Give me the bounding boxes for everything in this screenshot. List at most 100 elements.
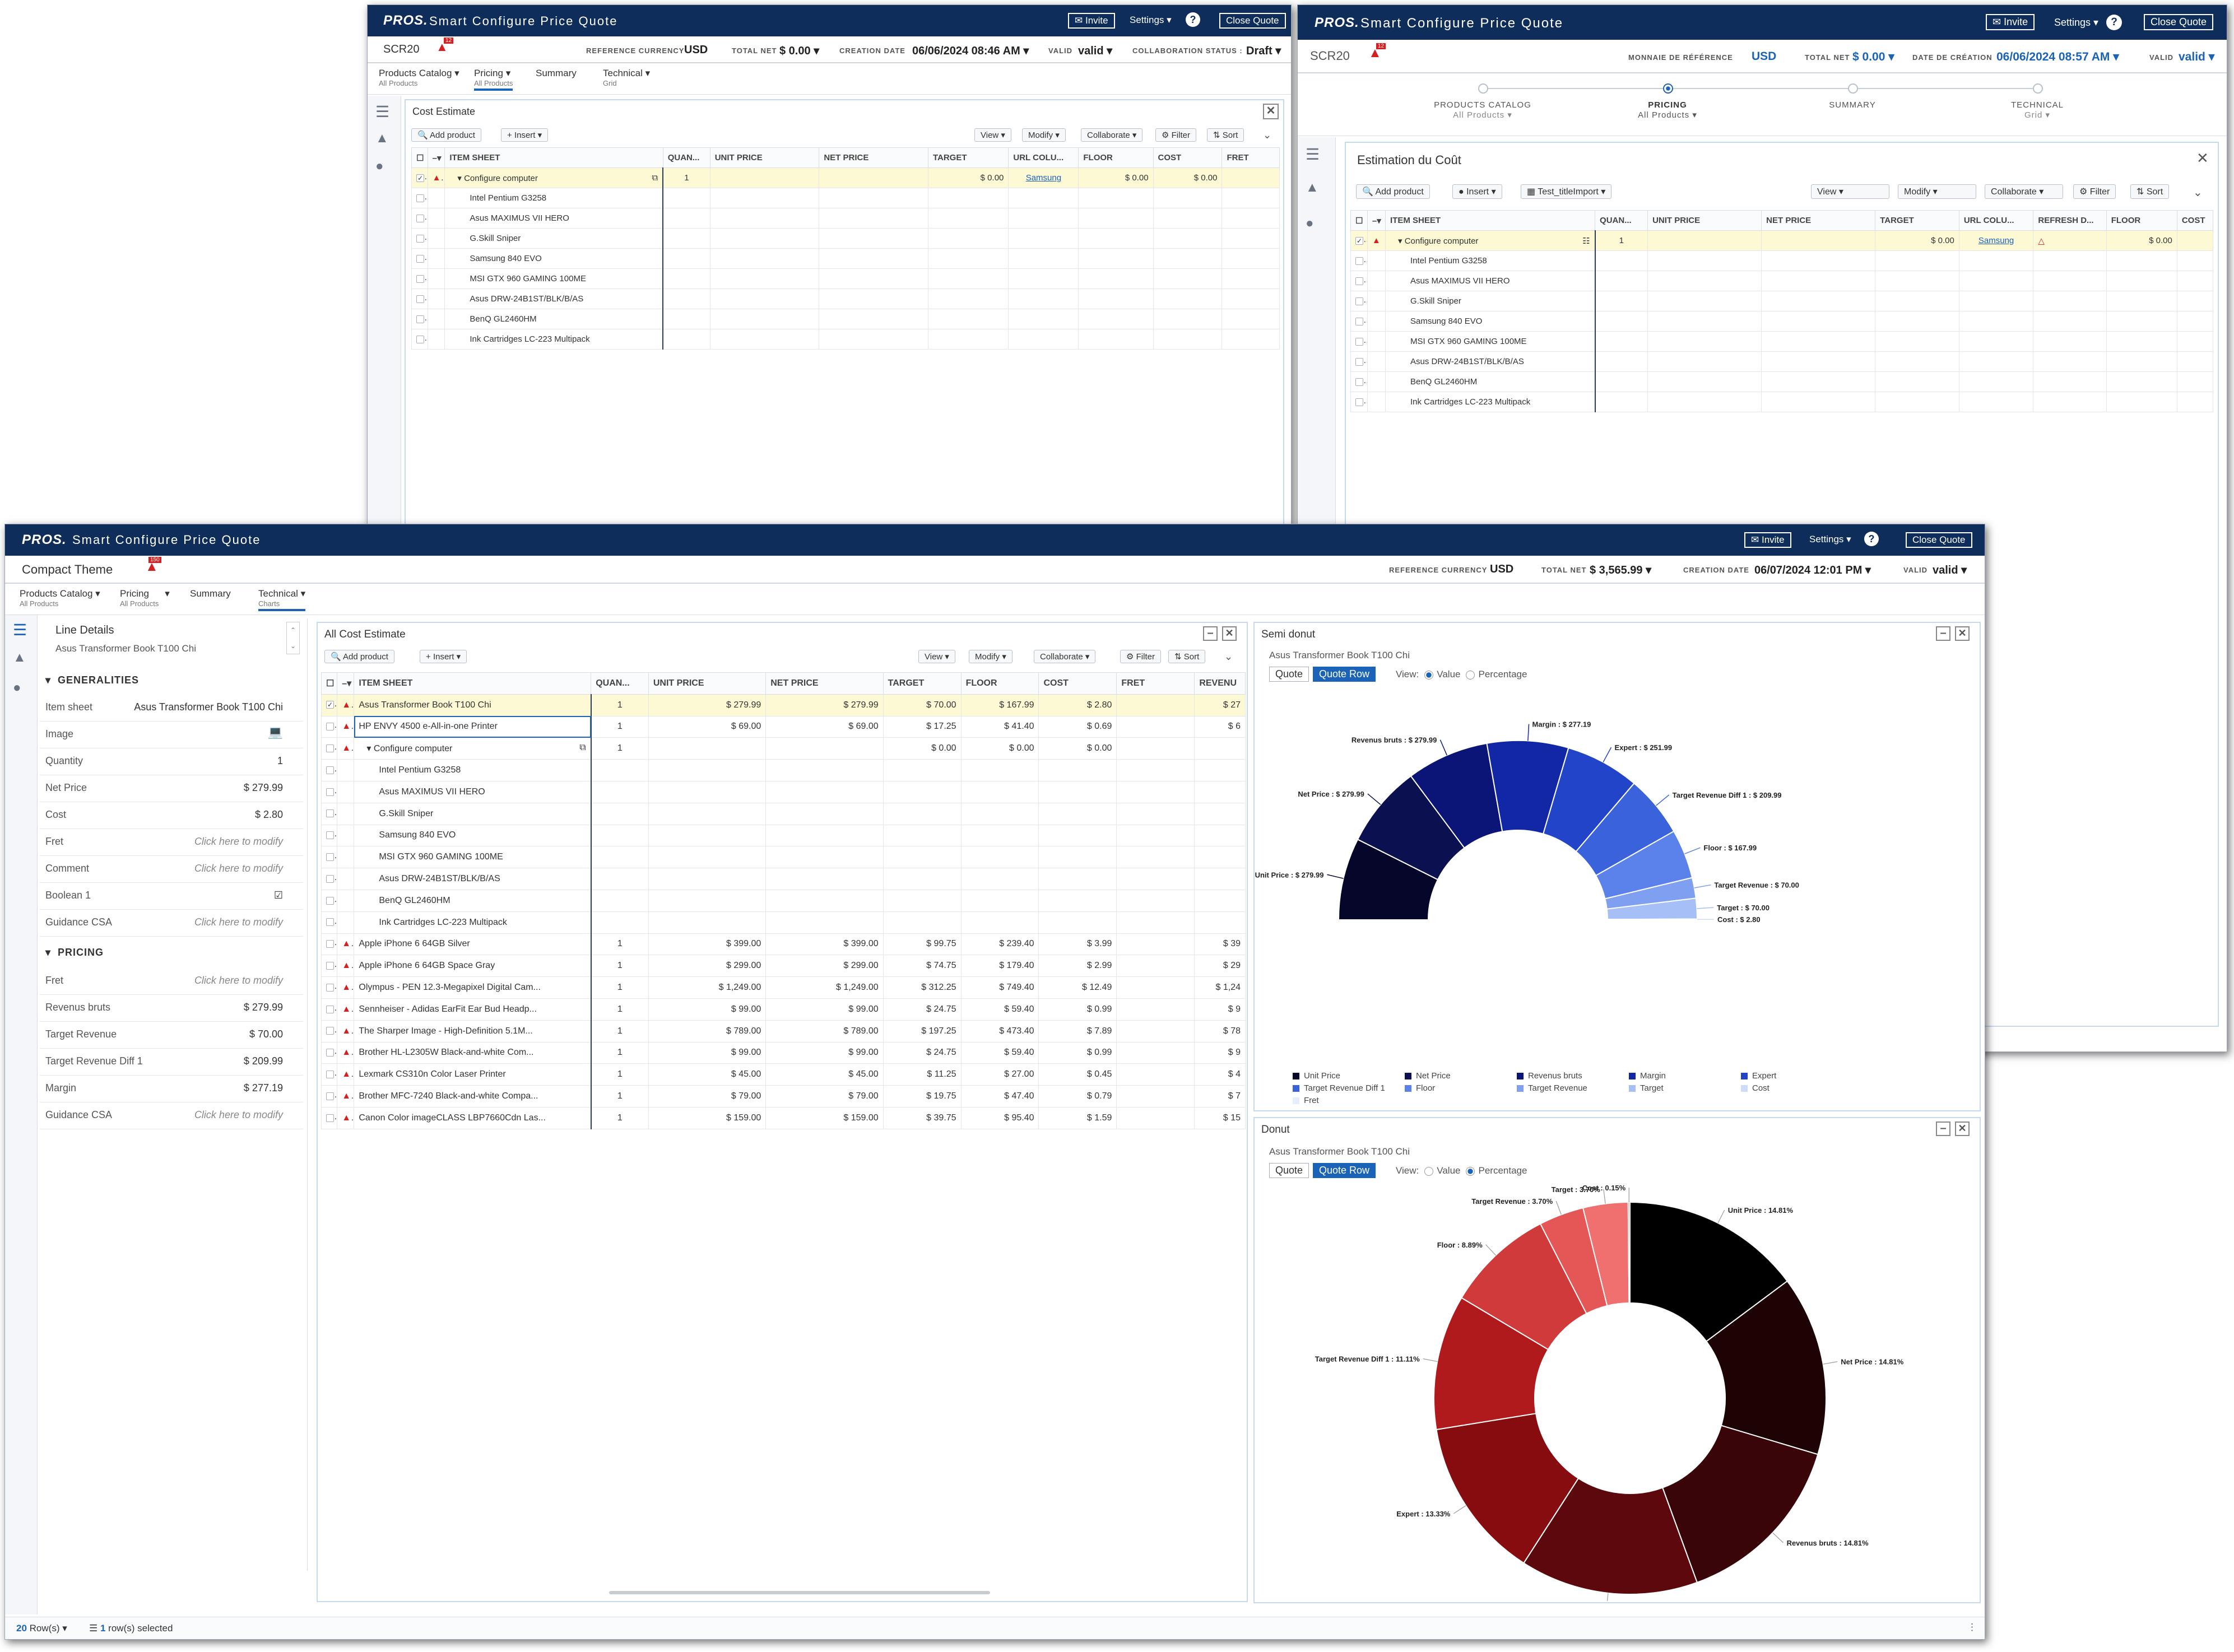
cell-url[interactable] (1008, 288, 1079, 309)
row-checkbox[interactable] (1350, 392, 1368, 412)
cell-target[interactable] (927, 248, 1009, 269)
warning-icon[interactable]: ▲ (1372, 236, 1381, 245)
step-products-catalog[interactable]: PRODUCTS CATALOG All Products ▾ (1434, 100, 1531, 120)
row-checkbox[interactable] (321, 976, 338, 999)
select-all-checkbox[interactable]: ☐ (1350, 210, 1368, 231)
cell-qty[interactable]: 1 (591, 933, 649, 956)
cell-qty[interactable]: 1 (591, 1085, 649, 1107)
column-header[interactable]: NET PRICE (819, 147, 928, 168)
legend-item[interactable]: Margin (1629, 1071, 1666, 1081)
cell-url[interactable] (1008, 268, 1079, 289)
cell-net[interactable] (765, 780, 884, 803)
cell-target[interactable]: $ 19.75 (883, 1085, 962, 1107)
detail-row[interactable]: Guidance CSA Click here to modify (40, 910, 303, 937)
donut-slice[interactable] (1627, 1201, 1631, 1304)
cell-unit[interactable] (709, 228, 820, 249)
insert-button[interactable]: ● Insert ▾ (1452, 184, 1502, 199)
cell-name[interactable]: Asus DRW-24B1ST/BLK/B/AS (1385, 351, 1596, 372)
cell-fret[interactable] (1116, 802, 1195, 825)
cell-net[interactable] (765, 802, 884, 825)
column-header[interactable]: COST (2176, 210, 2214, 231)
column-header[interactable]: URL COLU... (1958, 210, 2034, 231)
cell-name[interactable]: MSI GTX 960 GAMING 100ME (444, 268, 664, 289)
select-all-checkbox[interactable]: ☐ (321, 672, 338, 695)
cell-fret[interactable] (1116, 976, 1195, 999)
row-checkbox[interactable] (411, 288, 428, 309)
insert-button[interactable]: + Insert ▾ (420, 650, 467, 663)
table-row[interactable]: ▲ Sennheiser - Adidas EarFit Ear Bud Head… (321, 998, 1246, 1021)
boolean-checkbox[interactable]: ☑ (273, 890, 283, 901)
cell-target[interactable] (883, 889, 962, 912)
cell-qty[interactable] (662, 248, 710, 269)
column-header[interactable]: UNIT PRICE (709, 147, 820, 168)
cell-cost[interactable]: $ 7.89 (1038, 1020, 1117, 1043)
scroll-arrows[interactable]: ⌃ ⌄ (286, 622, 300, 654)
cell-target[interactable]: $ 24.75 (883, 1041, 962, 1064)
cell-net[interactable] (1761, 392, 1876, 412)
row-checkbox[interactable] (321, 911, 338, 934)
cell-fret[interactable] (1116, 715, 1195, 738)
cell-cost[interactable] (1153, 288, 1223, 309)
row-checkbox[interactable] (1350, 250, 1368, 271)
cell-net[interactable] (765, 868, 884, 890)
detail-row[interactable]: Quantity 1 (40, 748, 303, 775)
cell-name[interactable]: BenQ GL2460HM (354, 889, 592, 912)
cell-target[interactable] (927, 309, 1009, 329)
column-header[interactable]: FRET (1221, 147, 1280, 168)
cell-target[interactable] (927, 268, 1009, 289)
detail-row[interactable]: Comment Click here to modify (40, 856, 303, 883)
sort-button[interactable]: ⇅ Sort (2130, 184, 2170, 199)
table-row[interactable]: ▲ Olympus - PEN 12.3-Megapixel Digital Ca… (321, 976, 1246, 999)
cell-url[interactable] (1008, 329, 1079, 350)
cell-url[interactable] (1958, 311, 2034, 332)
cell-target[interactable] (927, 288, 1009, 309)
cell-fret[interactable] (1116, 737, 1195, 760)
cell-rev[interactable]: $ 4 (1194, 1063, 1246, 1086)
chevron-down-icon[interactable]: ⌄ (1263, 129, 1272, 141)
cell-unit[interactable] (709, 268, 820, 289)
legend-item[interactable]: Fret (1293, 1096, 1319, 1105)
cell-rev[interactable] (1194, 889, 1246, 912)
column-header[interactable]: UNIT PRICE (1647, 210, 1762, 231)
cell-qty[interactable] (662, 188, 710, 208)
cell-qty[interactable] (1595, 331, 1648, 352)
creation-date-value[interactable]: 06/06/2024 08:46 AM ▾ (912, 45, 1029, 57)
cell-net[interactable] (819, 188, 928, 208)
column-header[interactable]: COST (1153, 147, 1223, 168)
cell-floor[interactable]: $ 59.40 (960, 998, 1039, 1021)
insert-button[interactable]: + Insert ▾ (501, 128, 549, 142)
cell-refresh[interactable]: △ (2033, 230, 2107, 251)
cell-cost[interactable] (1038, 824, 1117, 847)
warning-icon[interactable]: ▲ (342, 700, 351, 710)
cell-floor[interactable] (2106, 331, 2177, 352)
cell-unit[interactable] (709, 248, 820, 269)
cell-cost[interactable] (2176, 291, 2214, 311)
horizontal-scrollbar[interactable] (609, 1591, 990, 1594)
close-panel-icon[interactable]: ✕ (1263, 104, 1279, 119)
cell-refresh[interactable] (2033, 392, 2107, 412)
cell-name[interactable]: Intel Pentium G3258 (354, 759, 592, 781)
cell-name[interactable]: The Sharper Image - High-Definition 5.1M… (354, 1020, 592, 1043)
cell-cost[interactable] (1038, 780, 1117, 803)
cell-unit[interactable] (648, 780, 767, 803)
nav-summary[interactable]: Summary (190, 588, 231, 599)
cell-qty[interactable] (591, 759, 649, 781)
cell-net[interactable] (1761, 291, 1876, 311)
cell-name[interactable]: Intel Pentium G3258 (1385, 250, 1596, 271)
cell-rev[interactable]: $ 7 (1194, 1085, 1246, 1107)
cell-net[interactable]: $ 279.99 (765, 694, 884, 716)
cell-floor[interactable] (2106, 250, 2177, 271)
table-row[interactable]: MSI GTX 960 GAMING 100ME (411, 268, 1280, 289)
cell-net[interactable] (819, 208, 928, 229)
column-header[interactable]: ITEM SHEET (1385, 210, 1596, 231)
add-product-button[interactable]: 🔍 Add product (324, 650, 394, 663)
expand-caret-icon[interactable]: ▾ (457, 173, 465, 183)
detail-row[interactable]: Cost $ 2.80 (40, 802, 303, 829)
cell-rev[interactable] (1194, 780, 1246, 803)
cell-url[interactable] (1008, 188, 1079, 208)
cell-cost[interactable] (2176, 392, 2214, 412)
cell-net[interactable] (765, 759, 884, 781)
table-row[interactable]: ▲ Brother MFC-7240 Black-and-white Compa.… (321, 1085, 1246, 1107)
cell-unit[interactable]: $ 1,249.00 (648, 976, 767, 999)
legend-item[interactable]: Cost (1741, 1083, 1769, 1093)
